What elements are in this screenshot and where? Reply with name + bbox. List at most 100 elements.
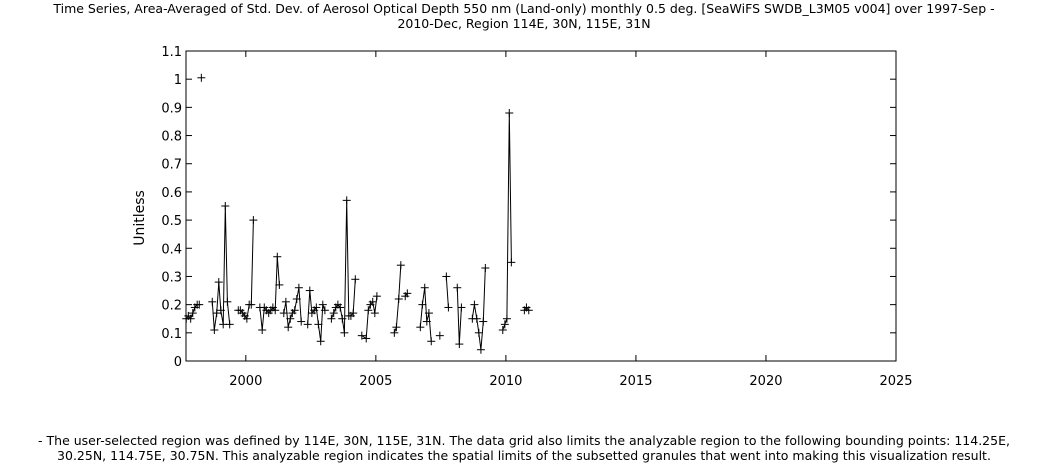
data-point: [442, 272, 451, 281]
data-point: [312, 303, 321, 312]
data-point: [314, 320, 323, 329]
data-point: [223, 297, 232, 306]
data-point: [457, 303, 466, 312]
footnote-line-2: 30.25N, 114.75E, 30.75N. This analyzable…: [57, 448, 991, 463]
data-point: [336, 303, 345, 312]
data-point: [327, 314, 336, 323]
data-point: [212, 309, 221, 318]
chart-title-line-1: Time Series, Area-Averaged of Std. Dev. …: [53, 1, 995, 16]
data-point: [476, 345, 485, 354]
footnote-line-1: - The user-selected region was defined b…: [38, 433, 1010, 448]
data-point: [507, 258, 516, 267]
data-point: [390, 328, 399, 337]
data-point: [351, 275, 360, 284]
data-point: [453, 283, 462, 292]
data-point: [329, 309, 338, 318]
y-tick-label: 0.7: [161, 158, 182, 173]
data-point: [372, 292, 381, 301]
y-tick-label: 0.2: [161, 299, 182, 314]
data-point: [290, 306, 299, 315]
data-point: [364, 306, 373, 315]
data-point: [403, 289, 412, 298]
x-tick-label: 2015: [619, 374, 652, 389]
chart-title: Time Series, Area-Averaged of Std. Dev. …: [0, 1, 1048, 31]
data-point: [424, 309, 433, 318]
data-point: [370, 309, 379, 318]
data-point: [444, 303, 453, 312]
y-tick-label: 0.9: [161, 101, 182, 116]
series-line: [456, 287, 462, 345]
series-line: [393, 265, 402, 333]
region-footnote: - The user-selected region was defined b…: [0, 433, 1048, 463]
data-point: [225, 320, 234, 329]
series-line: [419, 287, 432, 342]
data-point: [368, 297, 377, 306]
data-point: [349, 309, 358, 318]
data-point: [455, 340, 464, 349]
y-tick-label: 0.8: [161, 130, 182, 145]
data-point: [208, 297, 217, 306]
data-point: [284, 323, 293, 332]
data-point: [292, 295, 301, 303]
data-point: [524, 306, 533, 315]
data-point: [362, 334, 371, 343]
y-tick-label: 0.4: [161, 242, 182, 257]
data-point: [258, 326, 267, 334]
series-line: [259, 256, 280, 331]
series-line: [502, 112, 512, 331]
data-point: [481, 264, 490, 272]
chart-title-line-2: 2010-Dec, Region 114E, 30N, 115E, 31N: [397, 16, 651, 31]
data-point: [502, 314, 511, 323]
data-point: [305, 286, 314, 295]
y-tick-label: 0: [174, 355, 182, 370]
data-point: [303, 320, 312, 329]
data-point: [396, 261, 405, 270]
data-point: [500, 320, 509, 329]
y-tick-label: 1: [174, 73, 182, 88]
x-tick-label: 2000: [229, 374, 262, 389]
data-point: [279, 309, 288, 318]
data-point: [420, 283, 429, 292]
data-point: [318, 300, 327, 309]
data-point: [273, 252, 282, 261]
time-series-chart: 0 0.1 0.2 0.3 0.4 0.5 0.6 0.7 0.8 0.9 1 1.1 2000 2005…: [132, 45, 913, 389]
data-point: [247, 300, 256, 309]
data-point: [357, 331, 366, 340]
data-point: [392, 323, 401, 332]
y-tick-label: 1.1: [161, 45, 182, 60]
data-point: [505, 109, 514, 117]
data-point: [275, 280, 284, 289]
x-tick-label: 2010: [489, 374, 522, 389]
data-point: [186, 314, 195, 323]
data-point: [320, 306, 329, 315]
y-tick-label: 0.6: [161, 186, 182, 201]
series-line: [471, 267, 486, 350]
data-point: [427, 337, 436, 346]
data-point: [416, 323, 425, 332]
x-tick-label: 2005: [359, 374, 392, 389]
data-point: [281, 297, 290, 306]
x-tick-label: 2020: [749, 374, 782, 389]
y-tick-label: 0.1: [161, 327, 182, 342]
data-point: [338, 314, 347, 323]
data-point: [474, 328, 483, 337]
data-point: [188, 309, 197, 318]
data-point: [470, 300, 479, 309]
data-point: [472, 314, 481, 323]
series-line: [445, 276, 449, 308]
data-point: [418, 300, 427, 309]
data-point: [195, 300, 204, 309]
data-point: [297, 317, 306, 326]
data-point: [216, 306, 225, 315]
data-point: [422, 317, 431, 326]
data-point: [271, 306, 280, 315]
data-point: [316, 337, 325, 346]
data-point: [197, 73, 206, 82]
data-point: [249, 216, 258, 225]
data-point: [342, 196, 351, 205]
data-point: [210, 326, 219, 334]
series-line: [307, 290, 326, 342]
y-tick-label: 0.5: [161, 214, 182, 229]
data-point: [286, 314, 295, 323]
y-axis-label: Unitless: [132, 190, 148, 246]
